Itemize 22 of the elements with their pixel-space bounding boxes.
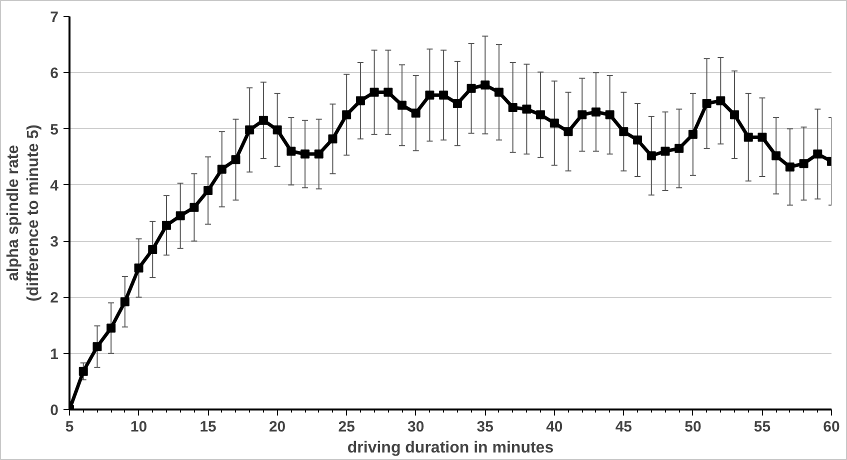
x-tick-label: 40 <box>546 418 563 436</box>
x-tick-label: 60 <box>823 418 840 436</box>
x-tick-label: 35 <box>476 418 494 436</box>
x-tick-label: 15 <box>200 418 216 436</box>
x-tick-label: 30 <box>408 418 424 436</box>
y-tick-label: 4 <box>50 177 60 194</box>
x-tick-label: 55 <box>754 418 771 436</box>
x-tick-label: 50 <box>684 418 702 436</box>
y-tick-label: 5 <box>50 121 58 138</box>
y-tick-label: 1 <box>50 346 58 363</box>
y-tick-label: 7 <box>50 9 58 26</box>
y-tick-label: 0 <box>50 402 58 419</box>
x-tick-label: 10 <box>130 418 148 436</box>
y-axis-title: alpha spindle rate (difference to minute 5) <box>4 124 42 302</box>
y-tick-label: 2 <box>50 290 58 307</box>
x-tick-label: 5 <box>65 418 74 436</box>
y-tick-label: 3 <box>50 234 58 251</box>
x-tick-label: 25 <box>338 418 355 436</box>
x-axis-title: driving duration in minutes <box>347 440 554 456</box>
y-tick-label: 6 <box>50 65 58 82</box>
x-tick-label: 20 <box>268 418 286 436</box>
x-tick-label: 45 <box>615 418 632 436</box>
